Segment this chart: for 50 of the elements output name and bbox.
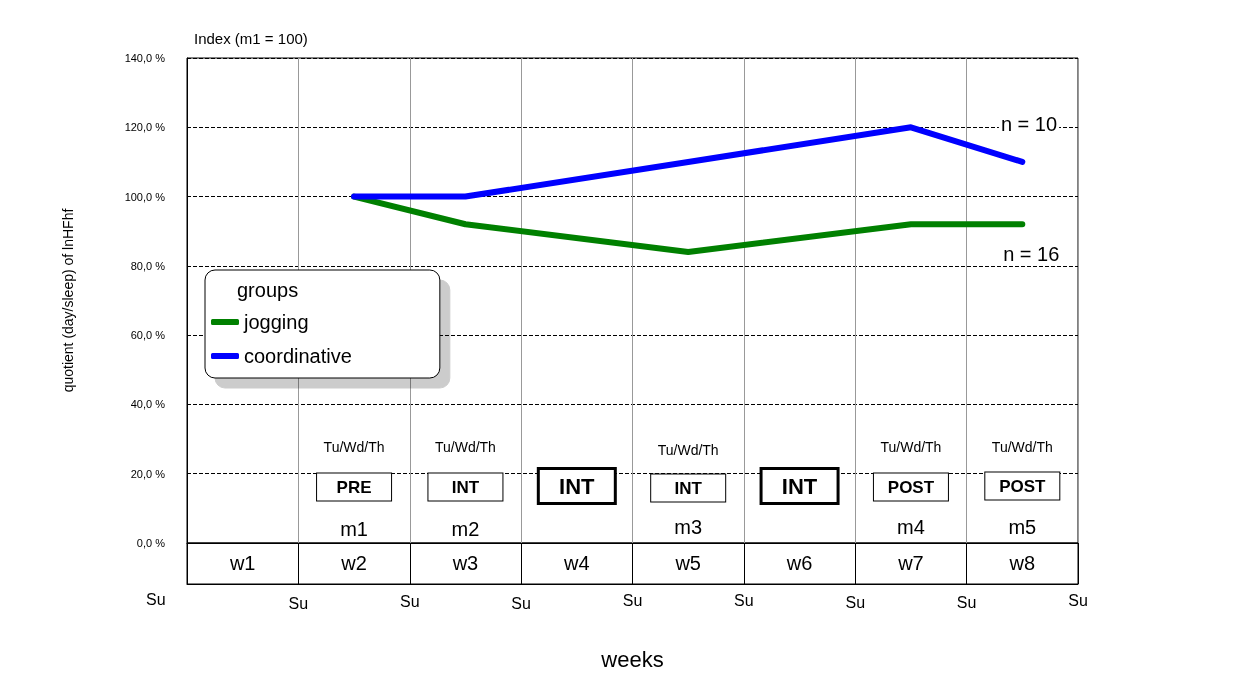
annotation: Tu/Wd/Th bbox=[991, 439, 1053, 455]
y-tick-label: 40,0 % bbox=[130, 398, 166, 411]
legend-label: coordinative bbox=[244, 345, 352, 367]
y-tick-label: 100,0 % bbox=[124, 190, 166, 203]
annotation: m5 bbox=[1008, 516, 1037, 538]
annotation: INT bbox=[559, 473, 596, 499]
annotation: m3 bbox=[674, 516, 703, 538]
annotation: n = 16 bbox=[1003, 243, 1060, 265]
x-tick-label: w3 bbox=[451, 552, 479, 574]
annotation: POST bbox=[887, 477, 935, 497]
text: Su bbox=[956, 593, 977, 611]
x-tick-label: w5 bbox=[674, 552, 701, 574]
annotation: m1 bbox=[340, 518, 368, 540]
text: Su bbox=[845, 593, 866, 611]
text: Su bbox=[622, 591, 643, 609]
annotation: INT bbox=[674, 478, 703, 498]
annotation: n = 10 bbox=[1000, 113, 1058, 135]
text: Su bbox=[734, 591, 754, 609]
text: Su bbox=[1068, 591, 1088, 609]
annotation: Tu/Wd/Th bbox=[880, 439, 942, 455]
x-axis-title: weeks bbox=[600, 646, 664, 672]
legend-label: jogging bbox=[243, 311, 309, 333]
annotation: m4 bbox=[897, 516, 925, 538]
annotation: INT bbox=[451, 477, 480, 497]
y-tick-label: 20,0 % bbox=[130, 467, 166, 480]
x-tick-label: w1 bbox=[228, 552, 256, 574]
y-axis-title: quotient (day/sleep) of lnHFhf bbox=[60, 208, 76, 393]
annotation: INT bbox=[781, 473, 818, 499]
x-tick-label: w8 bbox=[1008, 552, 1036, 574]
x-tick-label: w4 bbox=[563, 552, 590, 574]
x-tick-label: w7 bbox=[897, 552, 924, 574]
y-tick-label: 60,0 % bbox=[130, 329, 166, 342]
y-tick-label: 140,0 % bbox=[124, 52, 166, 64]
text: Su bbox=[399, 592, 420, 610]
annotation: m2 bbox=[451, 518, 480, 540]
text: Su bbox=[288, 594, 309, 612]
chart-subtitle: Index (m1 = 100) bbox=[194, 30, 308, 47]
annotation: Tu/Wd/Th bbox=[323, 439, 385, 455]
annotation: POST bbox=[999, 476, 1047, 496]
text: Su bbox=[511, 594, 531, 612]
x-tick-label: w2 bbox=[340, 552, 367, 574]
annotation: Tu/Wd/Th bbox=[434, 439, 496, 455]
y-tick-label: 80,0 % bbox=[130, 259, 166, 272]
annotation: Tu/Wd/Th bbox=[657, 442, 719, 458]
legend-title: groups bbox=[237, 279, 299, 301]
annotation: PRE bbox=[336, 477, 372, 497]
y-tick-label: 0,0 % bbox=[136, 537, 166, 549]
x-tick-label: w6 bbox=[785, 552, 813, 574]
text: Su bbox=[146, 590, 166, 608]
y-tick-label: 120,0 % bbox=[124, 121, 166, 134]
